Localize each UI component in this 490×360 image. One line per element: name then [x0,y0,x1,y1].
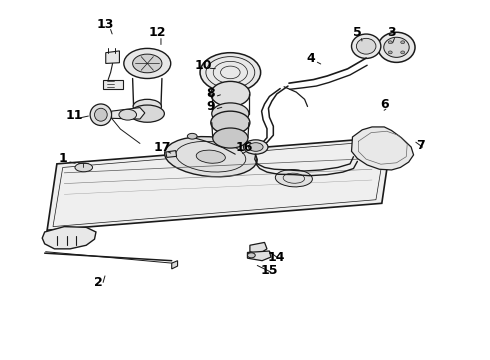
Ellipse shape [130,105,164,122]
Polygon shape [47,137,392,230]
Ellipse shape [196,150,225,163]
Ellipse shape [378,32,415,62]
Ellipse shape [351,34,381,58]
Ellipse shape [119,109,137,120]
Polygon shape [103,80,123,89]
Text: 10: 10 [195,59,212,72]
Text: 11: 11 [65,109,83,122]
Ellipse shape [75,163,93,172]
Text: 5: 5 [353,27,362,40]
Text: 2: 2 [94,276,103,289]
Text: 13: 13 [97,18,115,31]
Ellipse shape [388,41,392,44]
Ellipse shape [187,134,197,139]
Ellipse shape [401,41,405,44]
Ellipse shape [247,253,255,258]
Polygon shape [166,150,176,157]
Ellipse shape [248,143,263,151]
Text: 12: 12 [148,27,166,40]
Ellipse shape [133,54,162,73]
Polygon shape [42,226,96,249]
Ellipse shape [388,51,392,54]
Text: 7: 7 [416,139,425,152]
Ellipse shape [275,170,313,187]
Polygon shape [106,51,120,63]
Text: 9: 9 [206,100,215,113]
Polygon shape [250,242,267,254]
Polygon shape [172,261,177,269]
Text: 3: 3 [387,27,396,40]
Ellipse shape [212,103,249,125]
Text: 17: 17 [153,141,171,154]
Text: 6: 6 [380,98,389,111]
Ellipse shape [90,104,112,126]
Ellipse shape [200,53,261,92]
Ellipse shape [401,51,405,54]
Text: 14: 14 [268,251,286,264]
Text: 16: 16 [235,141,253,154]
Ellipse shape [384,37,409,57]
Ellipse shape [213,128,248,148]
Ellipse shape [133,99,161,114]
Polygon shape [351,127,414,170]
Polygon shape [247,251,271,261]
Text: 4: 4 [307,51,316,64]
Ellipse shape [211,81,250,107]
Text: 8: 8 [206,87,215,100]
Ellipse shape [124,48,171,78]
Text: 1: 1 [59,152,68,165]
Ellipse shape [356,39,376,54]
Ellipse shape [244,140,268,154]
Ellipse shape [165,136,257,177]
Text: 15: 15 [261,264,278,277]
Polygon shape [112,108,145,119]
Ellipse shape [95,108,107,121]
Ellipse shape [211,111,250,134]
